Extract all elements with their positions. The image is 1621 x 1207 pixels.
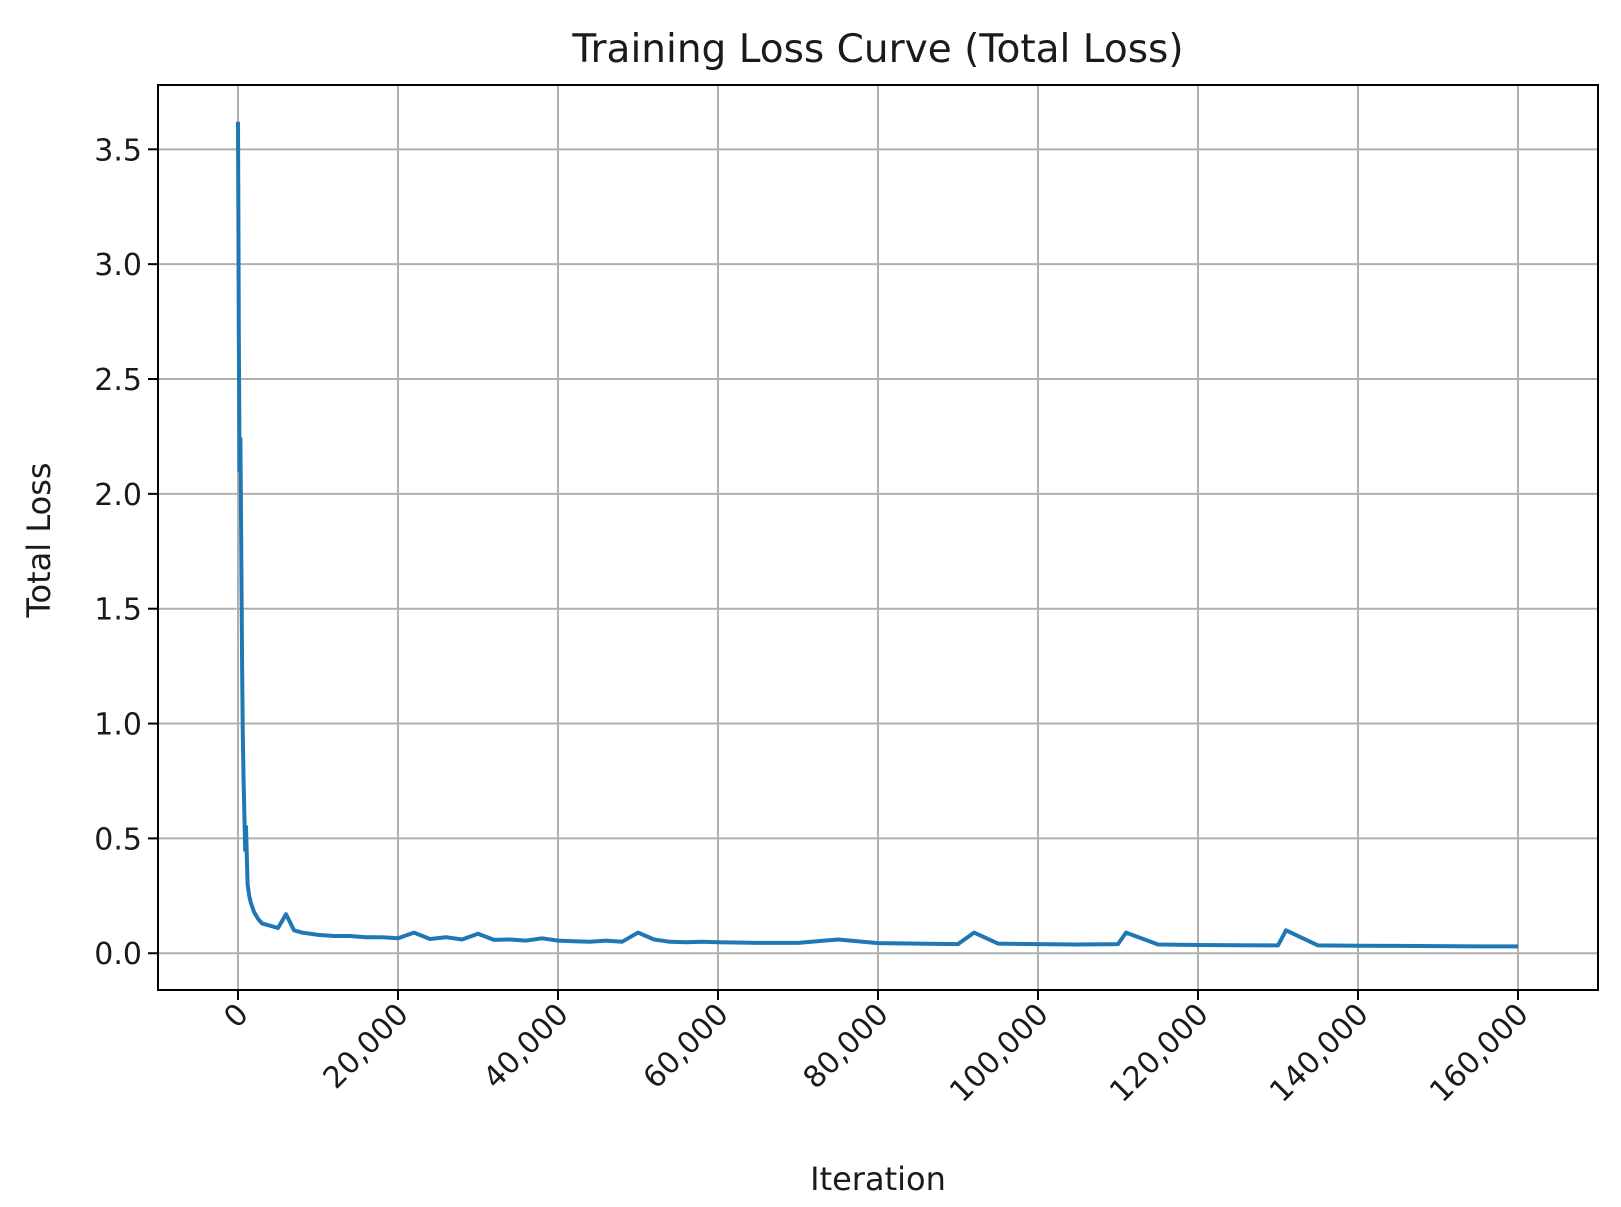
- x-tick-label: 160,000: [1423, 997, 1535, 1109]
- x-tick-label: 0: [217, 997, 255, 1035]
- x-tick-label: 120,000: [1103, 997, 1215, 1109]
- y-tick-label: 1.5: [94, 593, 142, 628]
- y-tick-label: 3.0: [94, 248, 142, 283]
- y-tick-label: 0.0: [94, 937, 142, 972]
- y-tick-label: 1.0: [94, 708, 142, 743]
- y-tick-label: 2.5: [94, 363, 142, 398]
- x-tick-label: 140,000: [1263, 997, 1375, 1109]
- x-axis-label: Iteration: [810, 1160, 946, 1198]
- x-axis: 0 20,000 40,000 60,000 80,000 100,000 120,000 1…: [217, 990, 1536, 1109]
- y-tick-label: 3.5: [94, 133, 142, 168]
- y-tick-label: 2.0: [94, 478, 142, 513]
- x-tick-label: 60,000: [637, 997, 736, 1096]
- x-tick-label: 100,000: [943, 997, 1055, 1109]
- x-tick-label: 80,000: [797, 997, 896, 1096]
- plot-series: [236, 121, 1518, 949]
- y-tick-label: 0.5: [94, 822, 142, 857]
- y-axis: 0.0 0.5 1.0 1.5 2.0 2.5 3.0 3.5: [94, 133, 158, 972]
- chart-title: Training Loss Curve (Total Loss): [571, 27, 1183, 72]
- x-tick-label: 40,000: [477, 997, 576, 1096]
- x-tick-label: 20,000: [317, 997, 416, 1096]
- y-axis-label: Total Loss: [20, 462, 58, 618]
- loss-line: [236, 121, 1518, 949]
- grid: [158, 85, 1598, 990]
